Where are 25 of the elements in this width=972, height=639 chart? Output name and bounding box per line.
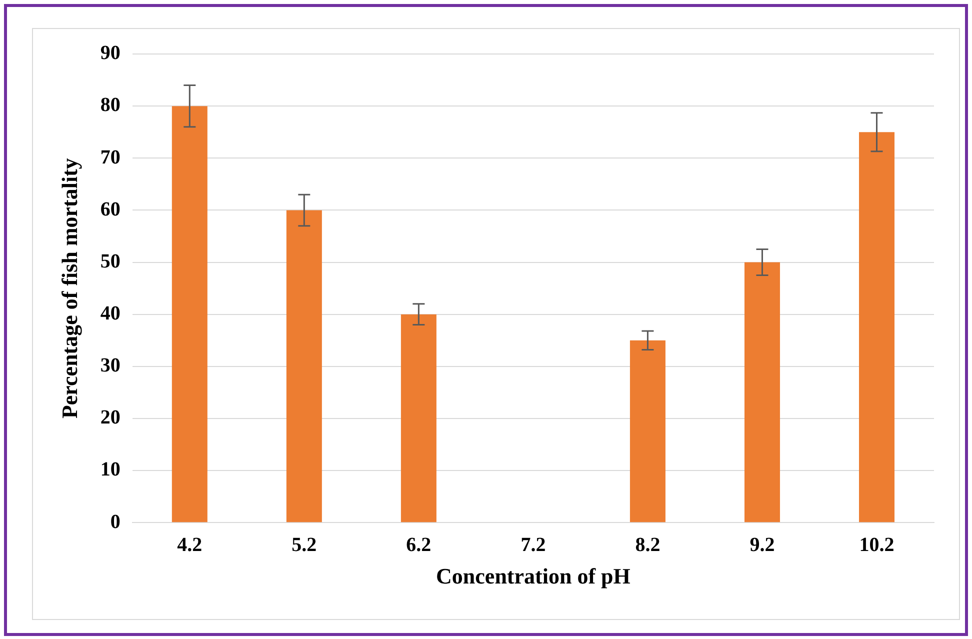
- y-tick-label: 0: [110, 510, 120, 533]
- y-tick-label: 20: [100, 406, 120, 429]
- bar: [286, 210, 322, 522]
- x-tick-label: 8.2: [635, 534, 660, 556]
- x-tick-label: 10.2: [859, 534, 894, 556]
- x-tick-label: 6.2: [406, 534, 432, 556]
- bar: [400, 314, 436, 522]
- bar: [630, 340, 666, 522]
- y-tick-label: 30: [100, 354, 120, 377]
- x-tick-label: 5.2: [292, 534, 317, 556]
- y-tick-label: 70: [100, 146, 120, 168]
- y-tick-label: 80: [100, 94, 120, 116]
- y-axis-title: Percentage of fish mortality: [56, 158, 82, 419]
- y-tick-label: 50: [100, 250, 120, 272]
- x-tick-label: 7.2: [520, 534, 546, 556]
- y-tick-label: 40: [100, 302, 120, 325]
- bar: [172, 106, 208, 522]
- y-tick-label: 90: [100, 42, 120, 64]
- bar: [744, 262, 780, 522]
- x-tick-label: 4.2: [177, 534, 202, 556]
- x-axis-title: Concentration of pH: [436, 563, 630, 588]
- y-tick-label: 10: [100, 458, 120, 481]
- bar: [858, 132, 894, 522]
- x-tick-label: 9.2: [750, 534, 775, 556]
- y-tick-label: 60: [100, 198, 120, 220]
